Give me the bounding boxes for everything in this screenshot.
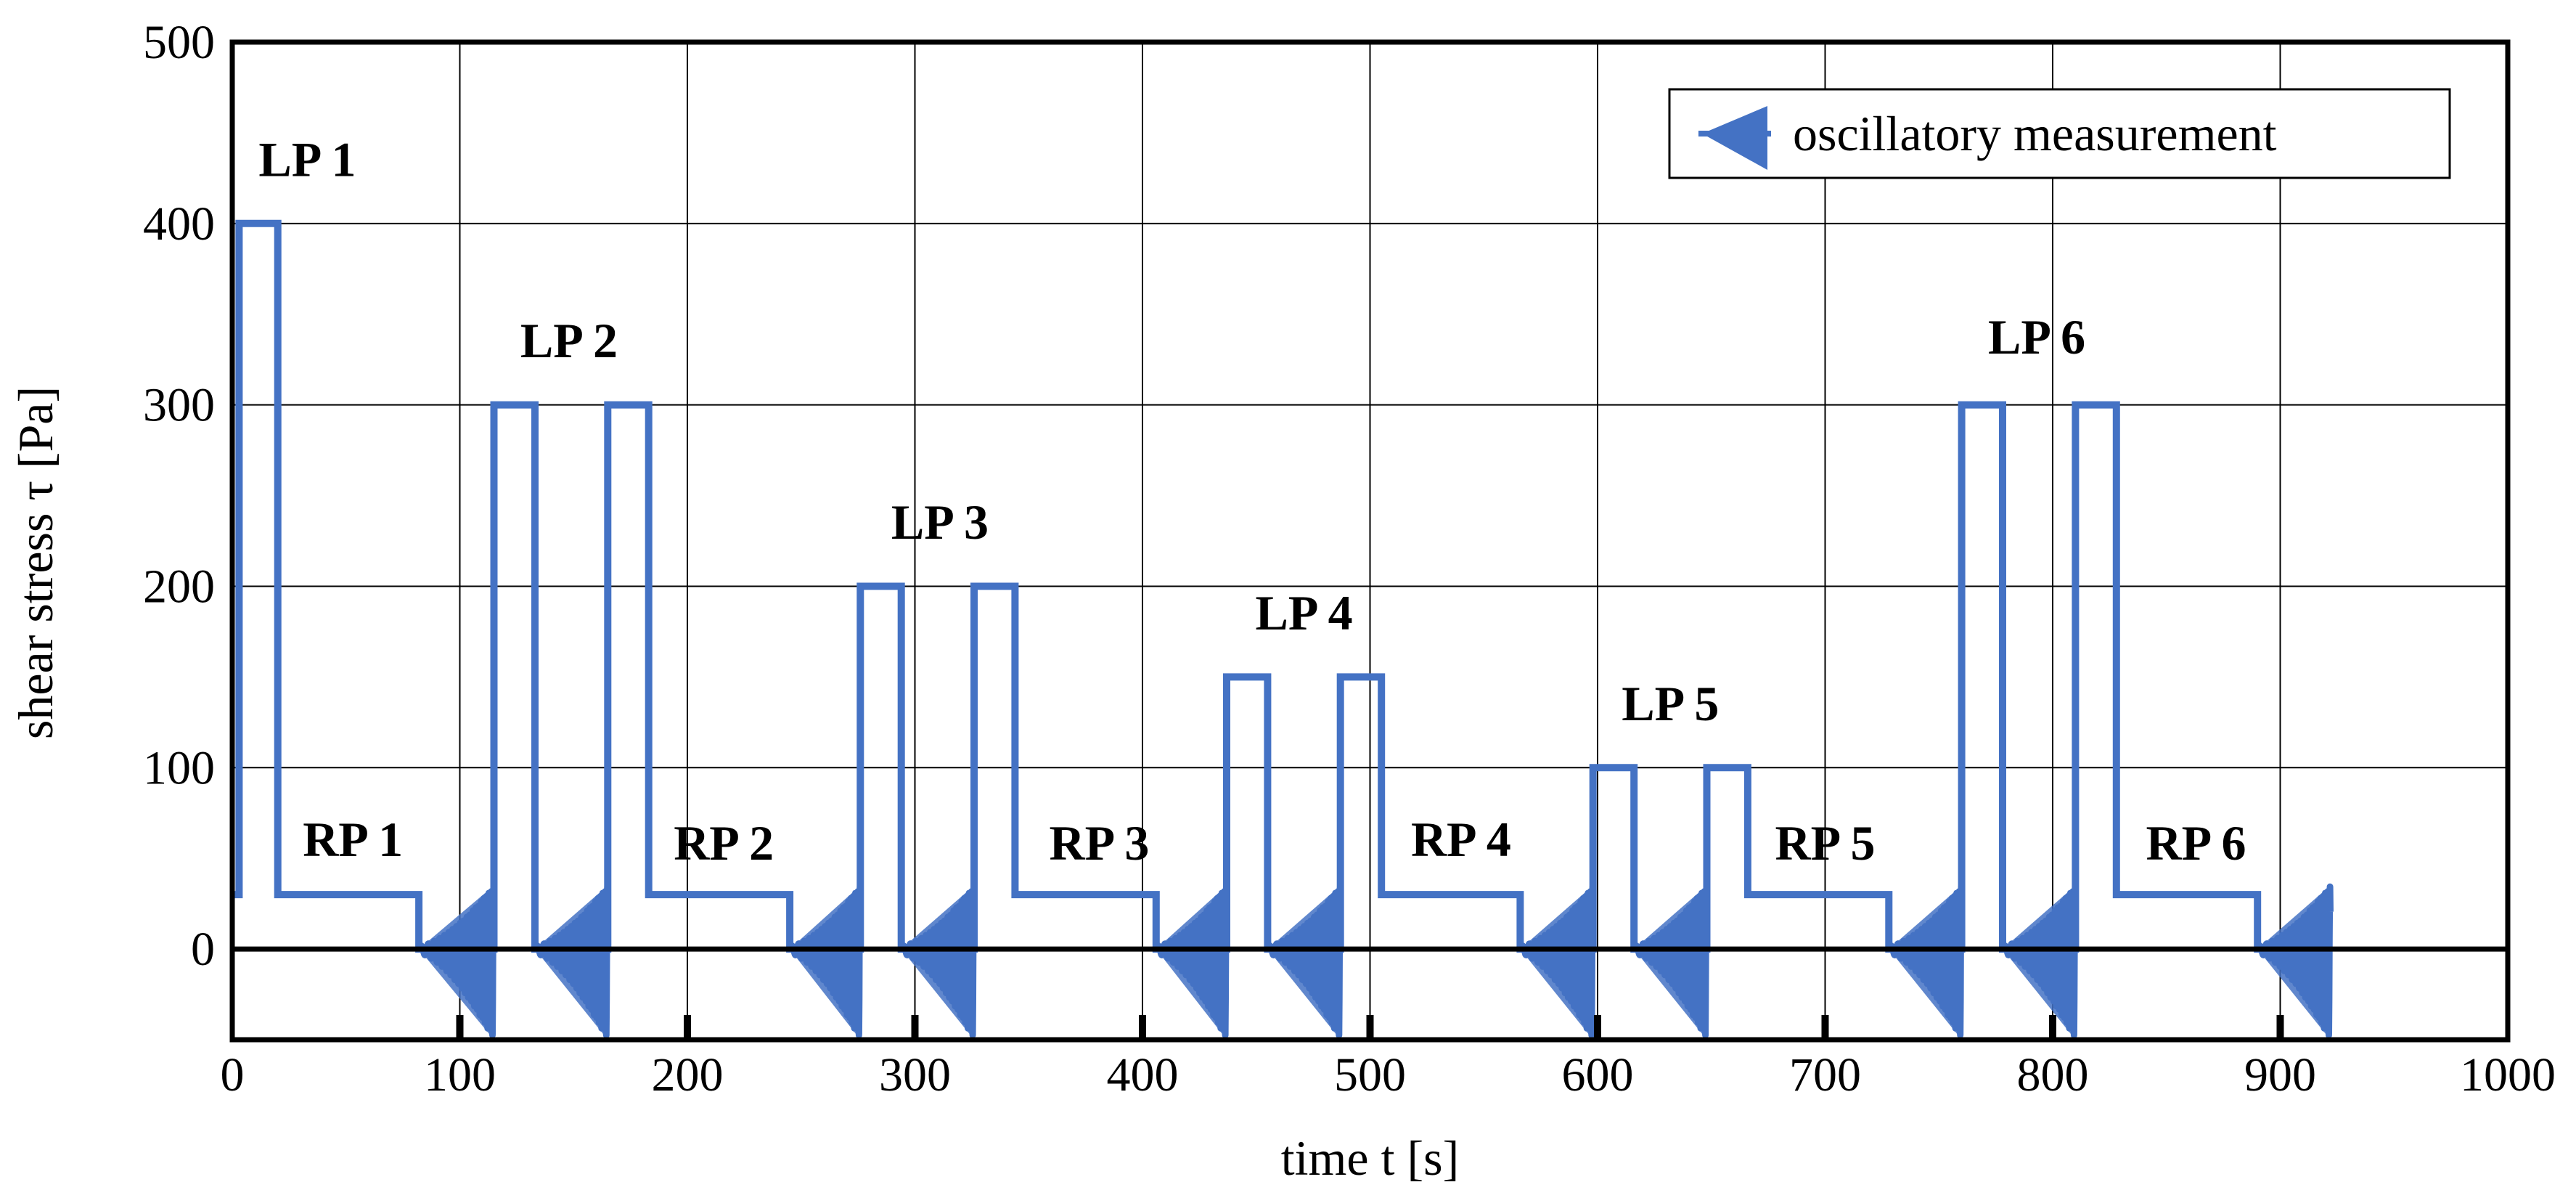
tick-labels: 0 100 200 300 400 500 600 700 800 900 1000 0 100 200 3… [143, 16, 2556, 1101]
legend-oscillation-symbol [1702, 106, 1767, 170]
x-tick-label: 100 [424, 1048, 496, 1101]
annotation-label: RP 3 [1049, 815, 1149, 871]
x-tick-label: 600 [1562, 1048, 1634, 1101]
oscillation-envelope [1634, 885, 1707, 1040]
legend-box [1668, 88, 2451, 179]
x-tick-label: 1000 [2460, 1048, 2556, 1101]
y-tick-label: 0 [191, 923, 215, 976]
x-tick-label: 900 [2244, 1048, 2316, 1101]
x-tick-label: 400 [1107, 1048, 1179, 1101]
x-tick-label: 500 [1334, 1048, 1406, 1101]
y-tick-label: 500 [143, 16, 215, 69]
annotation-label: LP 4 [1256, 585, 1353, 640]
series-layer [232, 219, 2334, 1040]
legend-entry: oscillatory measurement [1793, 106, 2277, 161]
oscillation-envelope [419, 885, 494, 1040]
x-axis-label: time t [s] [1281, 1130, 1460, 1186]
annotation-label: RP 6 [2146, 815, 2246, 871]
y-tick-label: 200 [143, 560, 215, 613]
annotation-label: LP 3 [891, 494, 989, 550]
x-tick-label: 300 [879, 1048, 951, 1101]
annotations: LP 1 LP 2 LP 3 LP 4 LP 5 LP 6 RP 1 RP 2 RP 3 RP 4… [258, 131, 2246, 871]
oscillation-envelope [1520, 885, 1593, 1040]
annotation-label: RP 5 [1775, 815, 1876, 871]
oscillation-envelope [901, 885, 975, 1040]
y-tick-label: 100 [143, 741, 215, 794]
x-tick-label: 0 [221, 1048, 245, 1101]
legend: oscillatory measurement [1668, 88, 2451, 179]
y-axis-label: shear stress τ [Pa] [8, 386, 63, 739]
oscillation-envelope [2257, 885, 2331, 1040]
oscillation-envelope [2003, 885, 2076, 1040]
annotation-label: LP 2 [520, 313, 618, 368]
annotation-label: RP 4 [1411, 812, 1511, 867]
x-tick-label: 700 [1789, 1048, 1861, 1101]
oscillation-envelope [534, 885, 608, 1040]
oscillation-envelope [1156, 885, 1227, 1040]
annotation-label: LP 6 [1988, 309, 2085, 364]
annotation-label: RP 1 [303, 812, 403, 867]
annotation-label: LP 5 [1622, 676, 1719, 731]
annotation-label: RP 2 [674, 815, 774, 871]
series-line [232, 219, 2331, 953]
x-tick-label: 200 [652, 1048, 724, 1101]
x-tick-label: 800 [2017, 1048, 2089, 1101]
y-tick-label: 400 [143, 197, 215, 250]
oscillation-envelope [1267, 885, 1341, 1040]
oscillation-envelope [1889, 885, 1962, 1040]
annotation-label: LP 1 [258, 131, 356, 187]
y-tick-label: 300 [143, 379, 215, 432]
oscillation-envelope [790, 885, 861, 1040]
axes [229, 39, 2511, 1043]
